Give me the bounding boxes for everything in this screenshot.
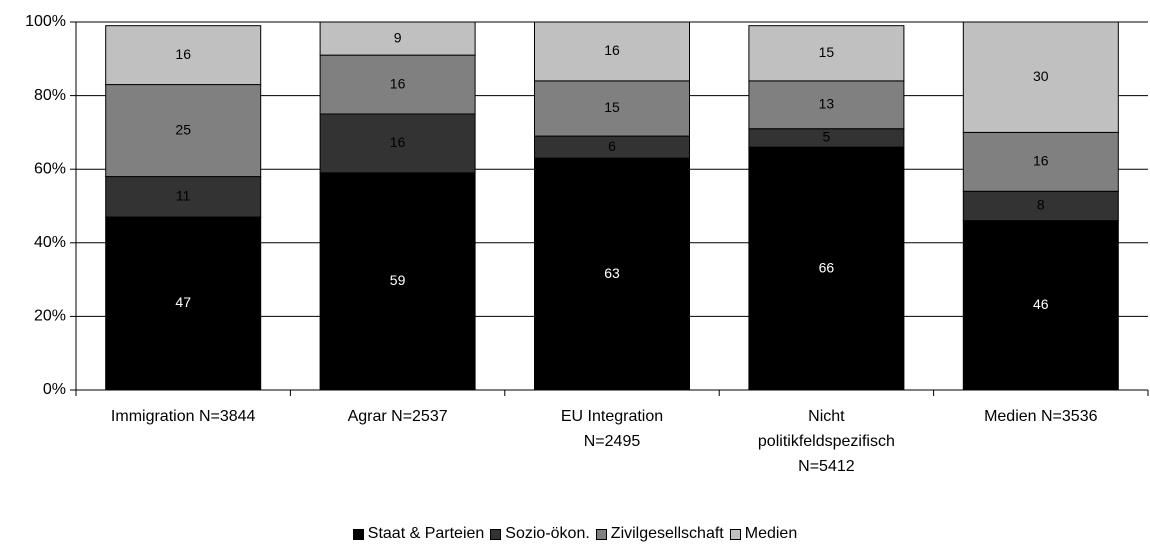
legend-label: Medien (744, 525, 798, 542)
data-label: 6 (608, 138, 616, 154)
legend-item: Staat & Parteien (352, 525, 485, 543)
x-tick-label: Medien N=3536 (984, 408, 1098, 425)
data-label: 30 (1033, 68, 1049, 84)
x-tick-label: Agrar N=2537 (347, 408, 448, 425)
bar-segment (105, 176, 262, 218)
data-label: 5 (823, 129, 831, 145)
bar-segment (748, 146, 905, 391)
data-label: 15 (819, 44, 835, 60)
bar-segment (319, 172, 476, 391)
x-tick-label: Nicht politikfeldspezifisch N=5412 (757, 408, 895, 475)
bar-segment (962, 190, 1119, 222)
y-tick-label: 20% (34, 308, 66, 325)
y-tick-label: 0% (43, 381, 66, 398)
legend-swatch (729, 528, 741, 540)
data-label: 8 (1037, 197, 1045, 213)
data-label: 16 (604, 42, 620, 58)
y-tick-label: 40% (34, 234, 66, 251)
legend-label: Zivilgesellschaft (610, 525, 724, 542)
bar-segment (319, 21, 476, 56)
bar-segment (534, 80, 690, 137)
data-label: 15 (604, 99, 620, 115)
x-tick-label: EU Integration N=2495 (560, 408, 664, 450)
legend-label: Staat & Parteien (367, 525, 485, 542)
data-label: 9 (394, 29, 402, 45)
data-label: 66 (819, 259, 835, 275)
legend-item: Medien (729, 525, 798, 543)
data-label: 16 (390, 134, 406, 150)
bar-segment (534, 21, 690, 82)
bar-segment (748, 80, 905, 130)
x-tick-label: Immigration N=3844 (110, 408, 256, 425)
y-tick-label: 60% (34, 160, 66, 177)
data-label: 47 (175, 294, 191, 310)
data-label: 59 (390, 272, 406, 288)
bar-segment (748, 25, 905, 82)
legend: Staat & Parteien Sozio-ökon. Zivilgesellsc… (0, 525, 1150, 543)
bar-segment (105, 84, 262, 178)
data-label: 63 (604, 265, 620, 281)
legend-swatch (595, 528, 607, 540)
bar-segment (319, 54, 476, 115)
legend-item: Zivilgesellschaft (595, 525, 724, 543)
y-tick-label: 80% (34, 87, 66, 104)
data-label: 25 (175, 121, 191, 137)
legend-item: Sozio-ökon. (490, 525, 590, 543)
data-label: 16 (1033, 153, 1049, 169)
data-label: 16 (390, 75, 406, 91)
bar-segment (962, 131, 1119, 192)
data-label: 13 (819, 96, 835, 112)
bar-segment (319, 113, 476, 174)
legend-swatch (490, 528, 502, 540)
data-label: 46 (1033, 296, 1049, 312)
legend-swatch (352, 528, 364, 540)
bar-segment (962, 220, 1119, 391)
data-label: 11 (176, 188, 191, 204)
y-tick-label: 100% (25, 13, 66, 30)
bar-segment (105, 25, 262, 86)
bar-segment (534, 157, 690, 391)
data-label: 16 (175, 46, 191, 62)
legend-label: Sozio-ökon. (505, 525, 590, 542)
bar-segment (962, 21, 1119, 133)
